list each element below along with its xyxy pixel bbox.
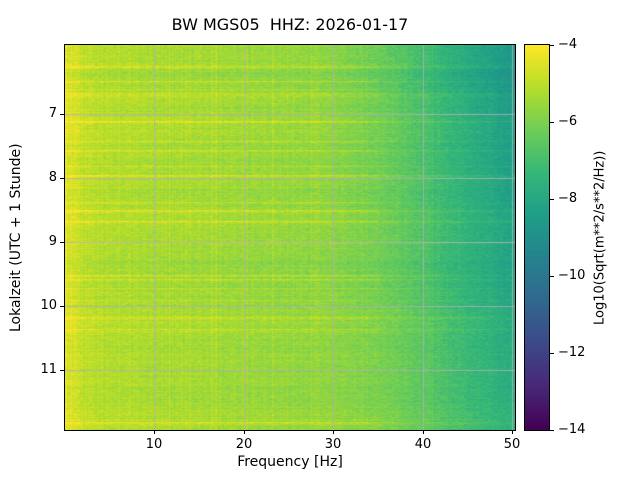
spectrogram-canvas [65, 45, 515, 430]
colorbar-tick-label: −8 [558, 191, 578, 206]
y-tick-mark [60, 114, 64, 115]
colorbar-tick-label: −14 [558, 422, 586, 437]
chart-title: BW MGS05 HHZ: 2026-01-17 [171, 15, 409, 34]
colorbar-label: Log10(Sqrt(m**2/s**2/Hz)) [592, 150, 608, 325]
colorbar-tick-label: −12 [558, 345, 586, 360]
x-axis-label: Frequency [Hz] [237, 454, 343, 470]
x-tick-label: 20 [235, 437, 253, 452]
colorbar-canvas [525, 45, 549, 430]
y-tick-label: 7 [48, 106, 57, 121]
y-axis-label: Lokalzeit (UTC + 1 Stunde) [8, 143, 24, 332]
y-tick-label: 9 [48, 234, 57, 249]
colorbar-tick-mark [550, 430, 554, 431]
y-tick-mark [60, 178, 64, 179]
x-tick-mark [154, 430, 155, 434]
y-tick-mark [60, 242, 64, 243]
x-tick-mark [333, 430, 334, 434]
colorbar-tick-mark [550, 45, 554, 46]
colorbar-tick-mark [550, 199, 554, 200]
x-tick-label: 30 [324, 437, 342, 452]
x-tick-mark [244, 430, 245, 434]
x-tick-label: 40 [414, 437, 432, 452]
colorbar-tick-label: −10 [558, 268, 586, 283]
x-tick-mark [423, 430, 424, 434]
x-tick-label: 10 [145, 437, 163, 452]
colorbar [524, 44, 550, 431]
colorbar-tick-label: −4 [558, 37, 578, 52]
colorbar-tick-mark [550, 353, 554, 354]
colorbar-tick-mark [550, 276, 554, 277]
y-tick-label: 10 [40, 298, 57, 313]
y-tick-mark [60, 306, 64, 307]
colorbar-tick-label: −6 [558, 114, 578, 129]
x-tick-label: 50 [503, 437, 521, 452]
colorbar-tick-mark [550, 122, 554, 123]
y-tick-label: 8 [48, 170, 57, 185]
y-tick-mark [60, 370, 64, 371]
plot-area [64, 44, 516, 431]
x-tick-mark [512, 430, 513, 434]
y-tick-label: 11 [40, 362, 57, 377]
